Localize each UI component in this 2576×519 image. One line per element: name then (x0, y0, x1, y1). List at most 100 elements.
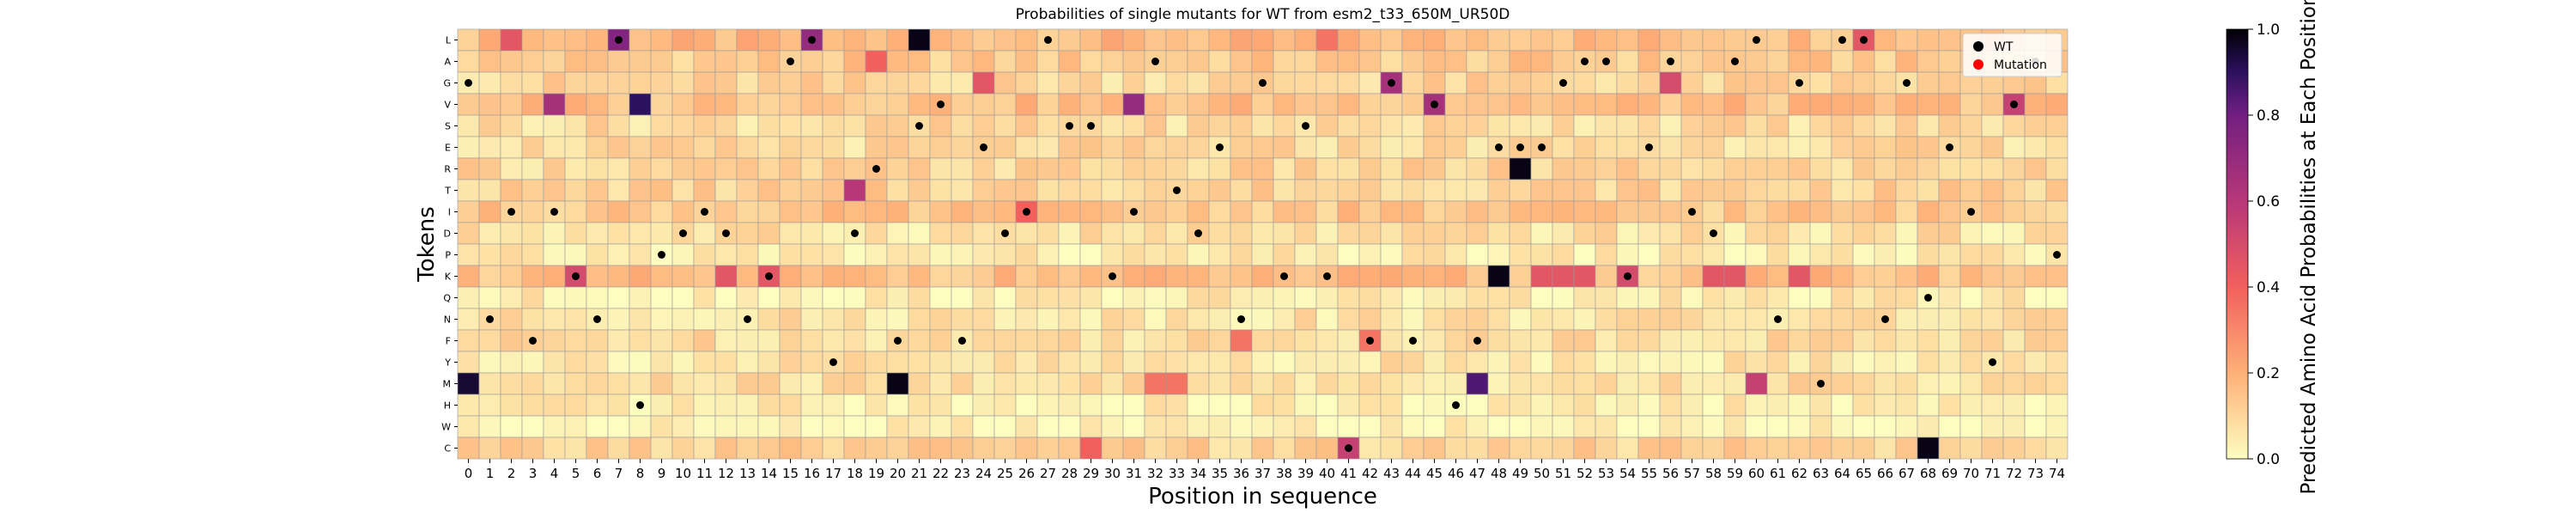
heatmap-cell (543, 114, 566, 137)
heatmap-cell (1788, 372, 1811, 395)
heatmap-cell (1337, 50, 1360, 73)
heatmap-cell (1337, 28, 1360, 52)
heatmap-cell (1187, 28, 1210, 52)
heatmap-cell (1423, 437, 1446, 460)
wt-marker (1452, 401, 1460, 409)
heatmap-cell (1702, 200, 1725, 223)
heatmap-cell (1101, 308, 1124, 331)
heatmap-cell (951, 222, 974, 245)
heatmap-cell (1509, 157, 1532, 180)
heatmap-cell (1745, 71, 1768, 95)
heatmap-cell (886, 437, 909, 460)
heatmap-cell (1466, 93, 1489, 116)
heatmap-cell (1637, 372, 1661, 395)
heatmap-cell (1723, 157, 1747, 180)
wt-marker (915, 122, 923, 130)
heatmap-cell (1466, 394, 1489, 417)
heatmap-cell (521, 157, 544, 180)
heatmap-cell (650, 93, 673, 116)
wt-marker (1001, 229, 1009, 237)
heatmap-cell (1573, 308, 1596, 331)
heatmap-cell (1487, 437, 1510, 460)
heatmap-cell (1251, 222, 1274, 245)
heatmap-cell (1466, 308, 1489, 331)
heatmap-cell (908, 372, 931, 395)
heatmap-cell (1380, 136, 1403, 159)
heatmap-cell (1144, 372, 1167, 395)
heatmap-cell (929, 415, 952, 438)
heatmap-cell (2024, 308, 2047, 331)
heatmap-cell (736, 28, 759, 52)
heatmap-cell (1680, 415, 1704, 438)
heatmap-cell (1573, 437, 1596, 460)
heatmap-cell (1230, 50, 1253, 73)
wt-marker (1860, 36, 1868, 44)
x-tick-label: 4 (550, 466, 559, 481)
heatmap-cell (1294, 222, 1317, 245)
heatmap-cell (1294, 243, 1317, 266)
heatmap-cell (951, 265, 974, 288)
heatmap-cell (779, 308, 802, 331)
heatmap-cell (1917, 136, 1940, 159)
heatmap-cell (1079, 179, 1103, 202)
heatmap-cell (993, 157, 1017, 180)
heatmap-cell (457, 28, 480, 52)
heatmap-cell (757, 179, 781, 202)
heatmap-cell (1251, 114, 1274, 137)
heatmap-cell (1230, 372, 1253, 395)
heatmap-cell (607, 351, 630, 374)
x-tick-label: 51 (1555, 466, 1571, 481)
heatmap-cell (1809, 200, 1832, 223)
heatmap-cell (1637, 243, 1661, 266)
heatmap-cell (1595, 93, 1618, 116)
heatmap-cell (779, 415, 802, 438)
heatmap-cell (822, 243, 845, 266)
heatmap-cell (1015, 265, 1038, 288)
legend: WT Mutation (1962, 33, 2063, 77)
heatmap-cell (1273, 114, 1296, 137)
heatmap-cell (1358, 351, 1382, 374)
heatmap-cell (1680, 136, 1704, 159)
heatmap-cell (543, 286, 566, 309)
heatmap-cell (1874, 243, 1897, 266)
heatmap-cell (629, 28, 652, 52)
heatmap-cell (1552, 415, 1575, 438)
heatmap-cell (1015, 28, 1038, 52)
x-tick-label: 9 (658, 466, 666, 481)
heatmap-cell (1466, 351, 1489, 374)
heatmap-cell (1444, 114, 1467, 137)
heatmap-cell (1702, 437, 1725, 460)
heatmap-cell (1273, 157, 1296, 180)
heatmap-cell (886, 286, 909, 309)
heatmap-cell (1895, 200, 1918, 223)
heatmap-cell (1036, 136, 1060, 159)
x-tick-label: 54 (1619, 466, 1636, 481)
heatmap-cell (1552, 157, 1575, 180)
heatmap-cell (1809, 50, 1832, 73)
heatmap-cell (1766, 157, 1789, 180)
wt-marker (1559, 79, 1567, 87)
heatmap-cell (478, 222, 501, 245)
heatmap-cell (1187, 71, 1210, 95)
heatmap-cell (1509, 222, 1532, 245)
heatmap-cell (1831, 179, 1854, 202)
y-tick-label: I (448, 207, 451, 218)
x-tick-label: 37 (1255, 466, 1271, 481)
heatmap-cell (2024, 415, 2047, 438)
heatmap-cell (1895, 136, 1918, 159)
heatmap-cell (478, 93, 501, 116)
heatmap-cell (1874, 351, 1897, 374)
heatmap-cell (714, 265, 738, 288)
heatmap-cell (671, 437, 695, 460)
heatmap-cell (1315, 351, 1339, 374)
heatmap-cell (457, 179, 480, 202)
wt-marker (572, 272, 580, 280)
heatmap-cell (1144, 71, 1167, 95)
heatmap-cell (1358, 28, 1382, 52)
wt-marker (1237, 315, 1245, 323)
heatmap-cell (779, 265, 802, 288)
heatmap-cell (779, 157, 802, 180)
heatmap-cell (1981, 93, 2004, 116)
heatmap-cell (1187, 114, 1210, 137)
heatmap-cell (457, 351, 480, 374)
